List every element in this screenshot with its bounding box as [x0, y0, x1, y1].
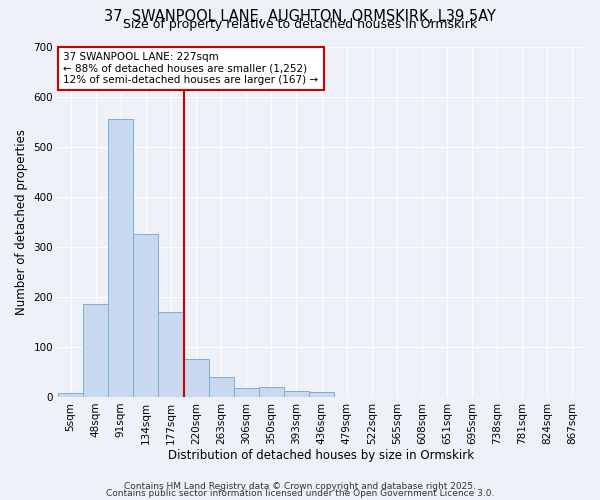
Bar [133, 234, 158, 397]
Text: Contains public sector information licensed under the Open Government Licence 3.: Contains public sector information licen… [106, 488, 494, 498]
Text: Size of property relative to detached houses in Ormskirk: Size of property relative to detached ho… [123, 18, 477, 31]
Bar [83, 304, 108, 397]
Bar [58, 394, 83, 397]
Bar [209, 377, 233, 397]
Bar [158, 312, 184, 397]
Text: 37, SWANPOOL LANE, AUGHTON, ORMSKIRK, L39 5AY: 37, SWANPOOL LANE, AUGHTON, ORMSKIRK, L3… [104, 9, 496, 24]
Bar [108, 118, 133, 397]
Y-axis label: Number of detached properties: Number of detached properties [15, 128, 28, 314]
Bar [284, 391, 309, 397]
Text: 37 SWANPOOL LANE: 227sqm
← 88% of detached houses are smaller (1,252)
12% of sem: 37 SWANPOOL LANE: 227sqm ← 88% of detach… [64, 52, 319, 85]
Bar [309, 392, 334, 397]
Bar [259, 387, 284, 397]
Bar [184, 360, 209, 397]
Text: Contains HM Land Registry data © Crown copyright and database right 2025.: Contains HM Land Registry data © Crown c… [124, 482, 476, 491]
Bar [233, 388, 259, 397]
X-axis label: Distribution of detached houses by size in Ormskirk: Distribution of detached houses by size … [169, 450, 475, 462]
